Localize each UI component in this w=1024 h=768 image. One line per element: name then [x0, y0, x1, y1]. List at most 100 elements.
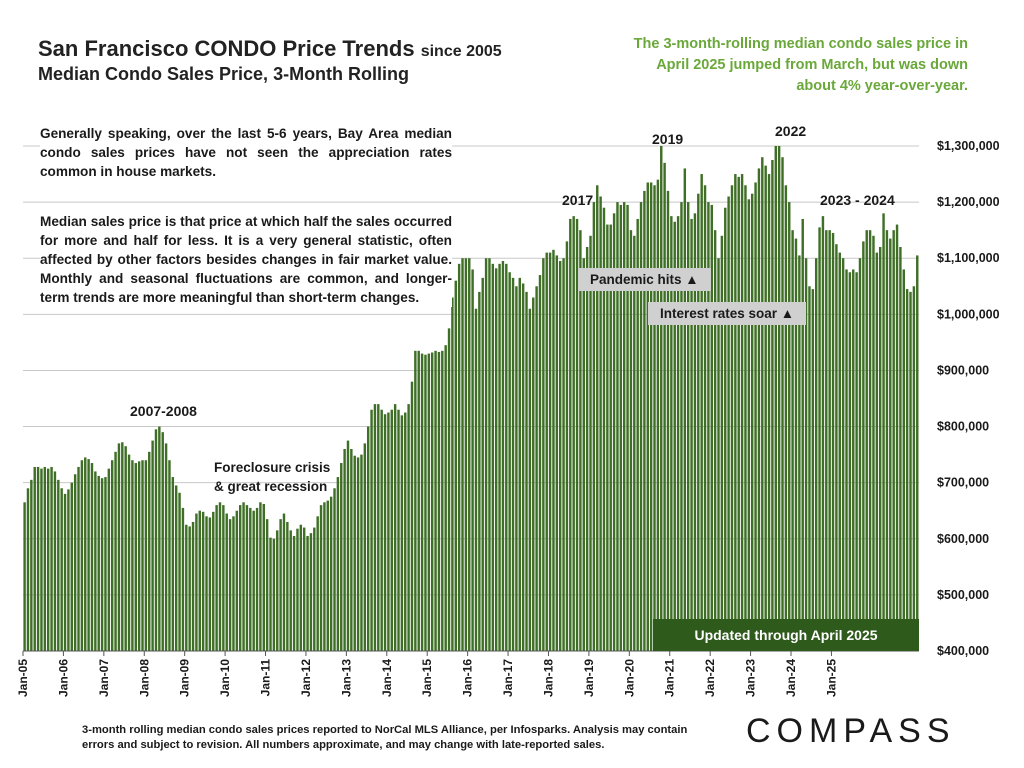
bar [313, 527, 316, 651]
bar [296, 528, 299, 651]
bar [441, 350, 444, 651]
bar [309, 533, 313, 651]
annotation-2017: 2017 [562, 192, 594, 208]
bar [444, 345, 447, 651]
x-tick-label: Jan-17 [501, 659, 515, 697]
bar [164, 443, 168, 651]
bar [670, 216, 673, 651]
bar [36, 466, 40, 651]
y-tick-label: $700,000 [937, 476, 989, 490]
bar [794, 238, 798, 651]
bar [340, 463, 343, 651]
bar [329, 496, 333, 651]
bar [848, 272, 852, 651]
bar [767, 174, 771, 651]
x-tick-label: Jan-16 [461, 659, 475, 697]
x-tick-label: Jan-12 [299, 659, 313, 697]
bar [532, 297, 535, 651]
bar [57, 479, 60, 651]
bar [858, 258, 862, 651]
chart-title-main: San Francisco CONDO Price Trends [38, 36, 415, 61]
bar [538, 275, 542, 651]
definition-paragraph: Median sales price is that price at whic… [40, 212, 452, 307]
bar [144, 460, 148, 651]
bar [124, 446, 127, 651]
bar [602, 207, 606, 651]
bar [191, 521, 195, 651]
bar [757, 168, 761, 651]
bar [511, 277, 515, 651]
chart-subtitle: Median Condo Sales Price, 3-Month Rollin… [38, 64, 410, 84]
bar [592, 202, 596, 652]
bar [60, 488, 63, 651]
bar [626, 204, 629, 652]
bar [481, 277, 484, 651]
bar [218, 502, 222, 651]
bar [895, 224, 899, 651]
x-tick-label: Jan-24 [784, 659, 798, 697]
bar [905, 289, 909, 651]
bar [521, 283, 525, 651]
x-tick-label: Jan-11 [259, 659, 273, 697]
annotation-foreclosure-line2: & great recession [214, 479, 328, 494]
bar [40, 468, 43, 651]
bar [174, 485, 178, 651]
bar [680, 202, 683, 652]
bar [518, 277, 521, 651]
y-tick-label: $1,000,000 [937, 307, 1000, 321]
bar [599, 196, 602, 651]
bar [494, 268, 498, 651]
bar [912, 286, 916, 651]
bar [195, 513, 198, 651]
bar [845, 269, 848, 651]
bar [690, 218, 693, 651]
bar [201, 511, 205, 651]
bar [272, 538, 276, 651]
bar [636, 218, 639, 651]
x-tick-label: Jan-13 [339, 659, 353, 697]
bar [777, 146, 781, 651]
bar [700, 174, 703, 651]
bar [306, 535, 309, 651]
bar [249, 507, 252, 651]
bar [619, 204, 623, 652]
bar [740, 174, 744, 651]
bar [649, 182, 653, 651]
bar [508, 272, 511, 651]
bar [185, 524, 188, 651]
bar [373, 404, 377, 651]
bar [134, 463, 137, 651]
bar [110, 460, 114, 651]
bar [121, 442, 124, 651]
bar [77, 466, 80, 651]
bar [784, 185, 788, 651]
bar [252, 510, 255, 651]
bar [390, 409, 393, 651]
bar [474, 308, 478, 651]
annotation-foreclosure: Foreclosure crisis & great recession [214, 458, 330, 496]
bar [633, 235, 636, 651]
bar [622, 202, 626, 652]
bar [225, 513, 228, 651]
bar [478, 291, 481, 651]
bar [734, 174, 737, 651]
bar [107, 468, 111, 651]
bar [151, 440, 154, 651]
bar [350, 449, 353, 651]
updated-banner: Updated through April 2025 [653, 619, 919, 651]
bar [414, 350, 417, 651]
bar [727, 196, 730, 651]
bar [831, 232, 835, 651]
bar [902, 269, 905, 651]
bar [892, 230, 895, 652]
bar [852, 269, 855, 651]
bar [552, 249, 555, 651]
bar [565, 241, 569, 651]
footnote: 3-month rolling median condo sales price… [82, 724, 688, 751]
bar [383, 414, 387, 651]
bar [353, 455, 356, 651]
bar [158, 426, 161, 651]
bar [744, 185, 747, 651]
bar [292, 535, 296, 651]
bar [434, 350, 437, 651]
